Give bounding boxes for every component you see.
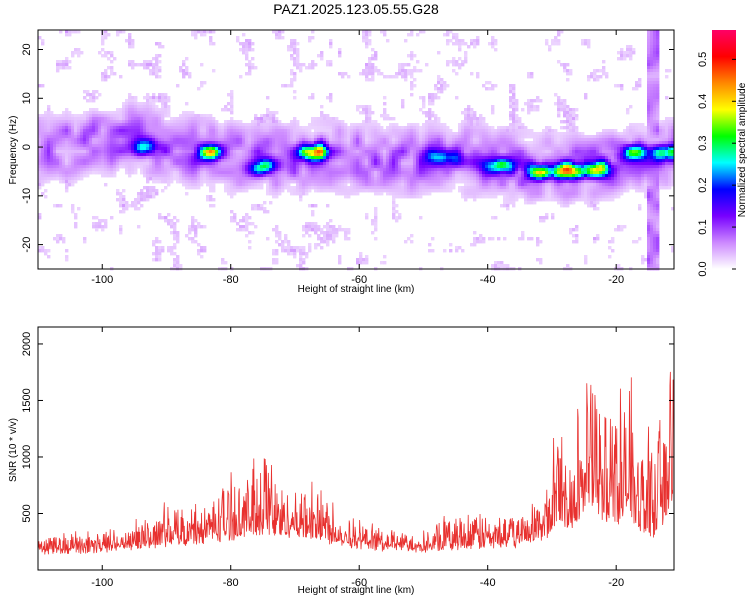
x-tick-label: -80 [223,577,239,589]
y-tick-label: 0 [21,144,33,150]
x-tick-label: -40 [480,577,496,589]
x-tick-label: -20 [608,577,624,589]
colorbar-label: Normalized spectral amplitude [737,82,748,217]
colorbar-tick-label: 0.2 [697,177,709,192]
snr-x-label: Height of straight line (km) [298,585,415,596]
y-tick-label: -10 [21,188,33,204]
colorbar-tick-label: 0.4 [697,94,709,109]
colorbar: 0.0 0.1 0.2 0.3 0.4 0.5 Normalized spectral a… [697,30,748,277]
colorbar-tick-label: 0.3 [697,136,709,151]
colorbar-tick-label: 0.5 [697,52,709,67]
y-tick-label: 2000 [21,332,33,356]
y-tick-label: 10 [21,92,33,104]
x-tick-label: -100 [91,274,113,286]
spectrogram-x-label: Height of straight line (km) [298,284,415,295]
y-tick-label: -20 [21,237,33,253]
x-tick-label: -80 [223,274,239,286]
y-tick-label: 20 [21,43,33,55]
colorbar-tick-label: 0.1 [697,219,709,234]
snr-y-label: SNR (10 * v/v) [8,418,19,482]
y-tick-label: 500 [21,504,33,522]
y-tick-label: 1500 [21,388,33,412]
y-tick-label: 1000 [21,445,33,469]
figure-title: PAZ1.2025.123.05.55.G28 [273,1,439,17]
x-tick-label: -20 [608,274,624,286]
x-tick-label: -40 [480,274,496,286]
spectrogram-y-label: Frequency (Hz) [8,116,19,185]
colorbar-tick-label: 0.0 [697,261,709,276]
colorbar-gradient [712,30,736,269]
x-tick-label: -100 [91,577,113,589]
